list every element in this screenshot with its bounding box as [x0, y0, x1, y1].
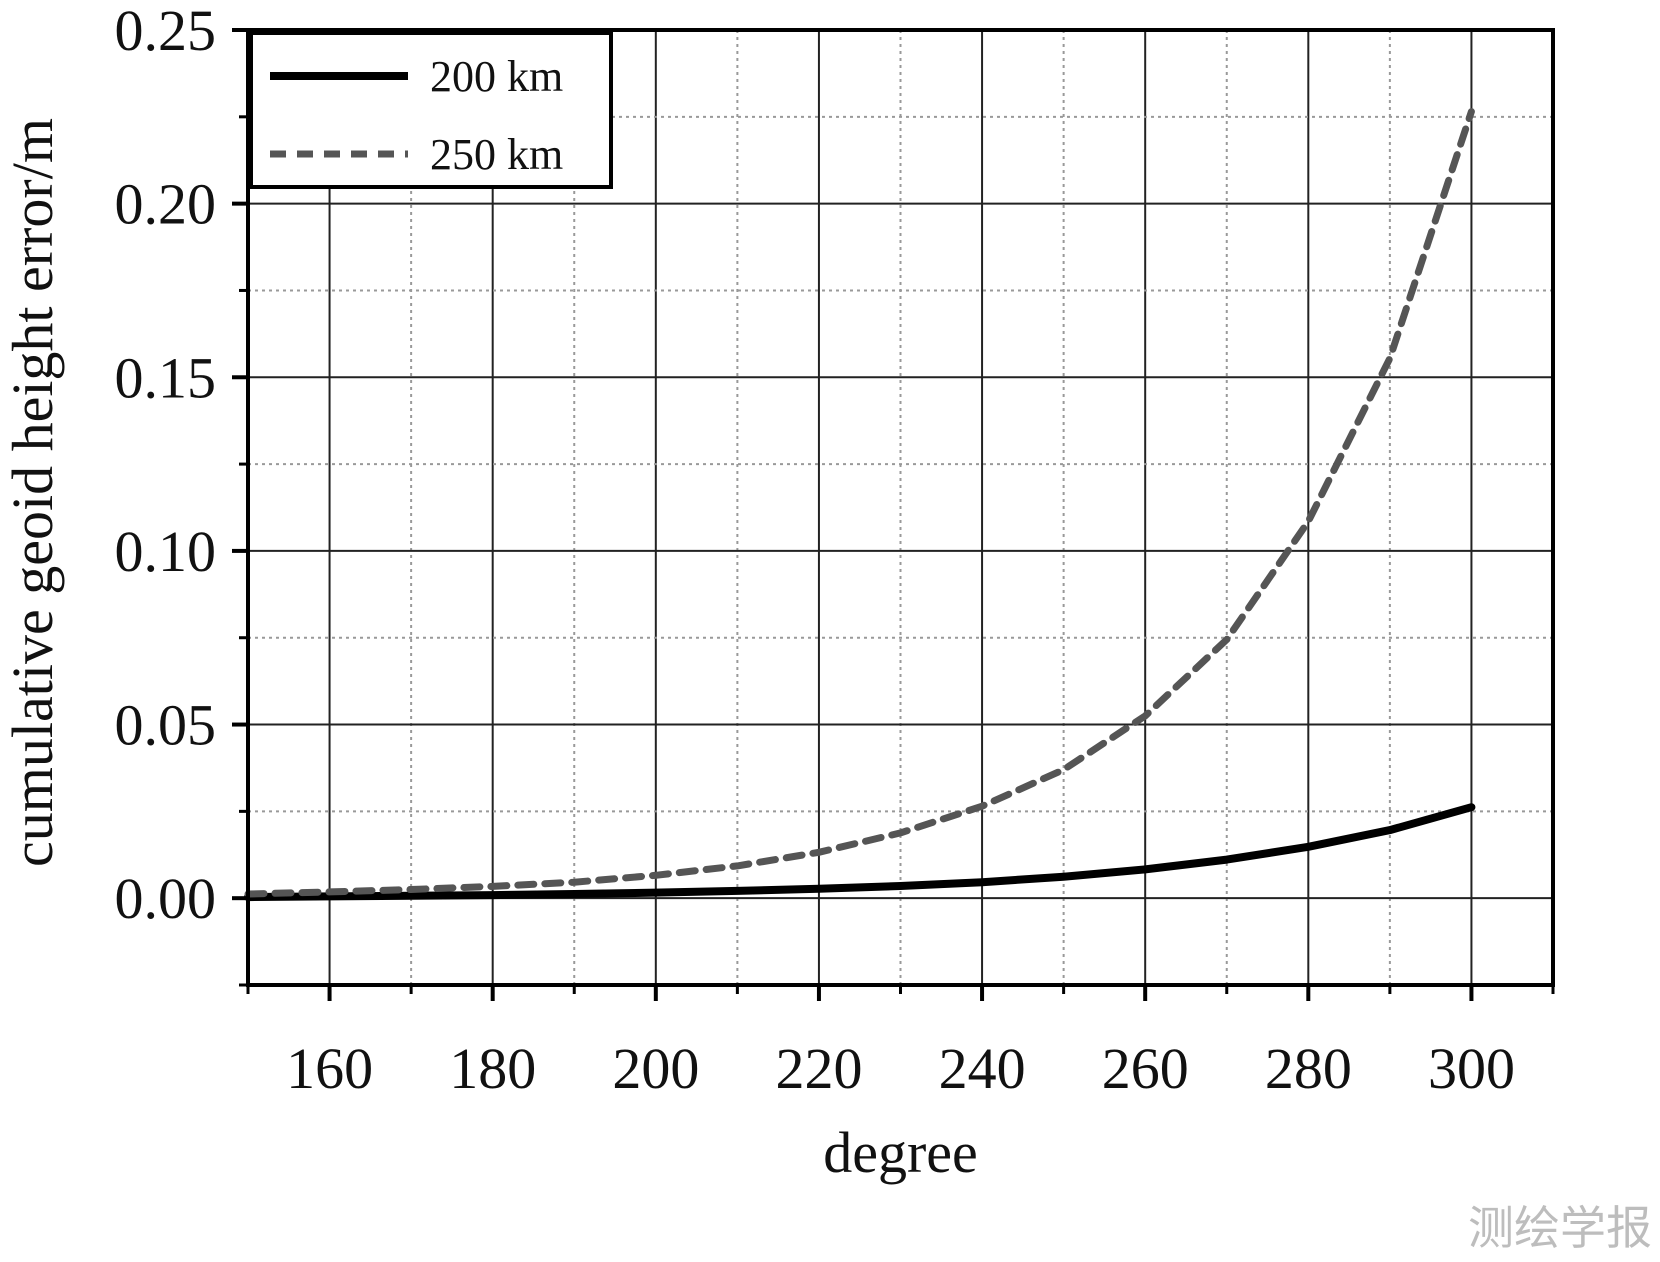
legend-box	[249, 31, 613, 189]
x-tick-label: 220	[775, 1036, 862, 1101]
y-axis-title: cumulative geoid height error/m	[0, 118, 65, 867]
tick-labels: 160 180 200 220 240 260 280 300 0.00 0.05 0.10 0.15…	[115, 0, 1515, 1101]
x-axis-title: degree	[823, 1120, 978, 1185]
x-tick-label: 240	[939, 1036, 1026, 1101]
x-tick-label: 200	[612, 1036, 699, 1101]
y-tick-label: 0.20	[115, 172, 217, 237]
axis-ticks	[232, 28, 1555, 1001]
x-tick-label: 180	[449, 1036, 536, 1101]
series-line-250-km	[244, 108, 1475, 898]
x-tick-label: 160	[286, 1036, 373, 1101]
x-tick-label: 300	[1428, 1036, 1515, 1101]
y-tick-label: 0.10	[115, 519, 217, 584]
series-line-200-km	[244, 803, 1476, 902]
y-tick-label: 0.00	[115, 866, 217, 931]
watermark: 测绘学报	[1468, 1201, 1652, 1255]
y-tick-label: 0.05	[115, 693, 217, 758]
legend: 200 km 250 km	[249, 31, 613, 189]
legend-label: 200 km	[430, 52, 563, 101]
x-tick-label: 280	[1265, 1036, 1352, 1101]
x-tick-label: 260	[1102, 1036, 1189, 1101]
y-tick-label: 0.15	[115, 345, 217, 410]
y-tick-label: 0.25	[115, 0, 217, 63]
legend-label: 250 km	[430, 130, 563, 179]
series-lines	[244, 108, 1476, 902]
